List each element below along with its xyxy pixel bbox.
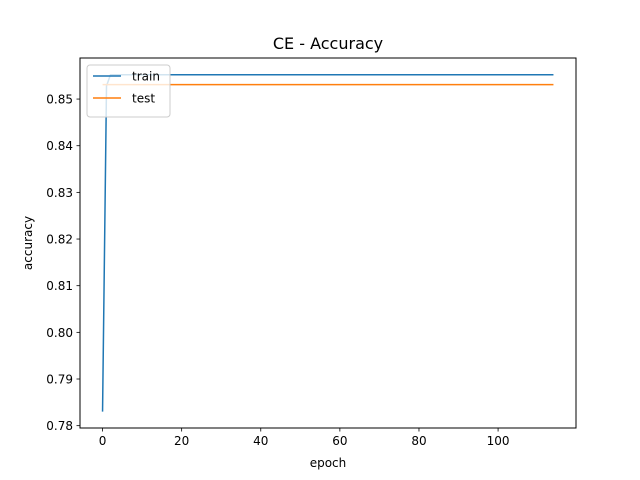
legend-label-test: test <box>132 92 155 106</box>
x-tick-label: 100 <box>487 434 510 448</box>
x-tick-label: 80 <box>411 434 426 448</box>
y-tick-label: 0.78 <box>46 419 73 433</box>
y-tick-label: 0.81 <box>46 279 73 293</box>
y-tick-label: 0.82 <box>46 233 73 247</box>
x-tick-label: 40 <box>253 434 268 448</box>
x-tick-label: 0 <box>99 434 107 448</box>
legend-box <box>86 64 171 118</box>
y-axis-label: accuracy <box>21 216 35 270</box>
legend-label-train: train <box>132 70 160 84</box>
y-tick-label: 0.84 <box>46 139 73 153</box>
x-axis-ticks: 0 20 40 60 80 100 <box>99 428 510 448</box>
plot-frame <box>79 57 577 429</box>
y-tick-label: 0.85 <box>46 93 73 107</box>
x-tick-label: 60 <box>332 434 347 448</box>
x-tick-label: 20 <box>174 434 189 448</box>
legend: train test <box>86 64 171 118</box>
y-axis-ticks: 0.78 0.79 0.80 0.81 0.82 0.83 0.84 0.85 <box>46 93 80 433</box>
y-tick-label: 0.80 <box>46 326 73 340</box>
x-axis-label: epoch <box>310 456 347 470</box>
chart-title: CE - Accuracy <box>273 34 383 53</box>
y-tick-label: 0.79 <box>46 373 73 387</box>
y-tick-label: 0.83 <box>46 186 73 200</box>
